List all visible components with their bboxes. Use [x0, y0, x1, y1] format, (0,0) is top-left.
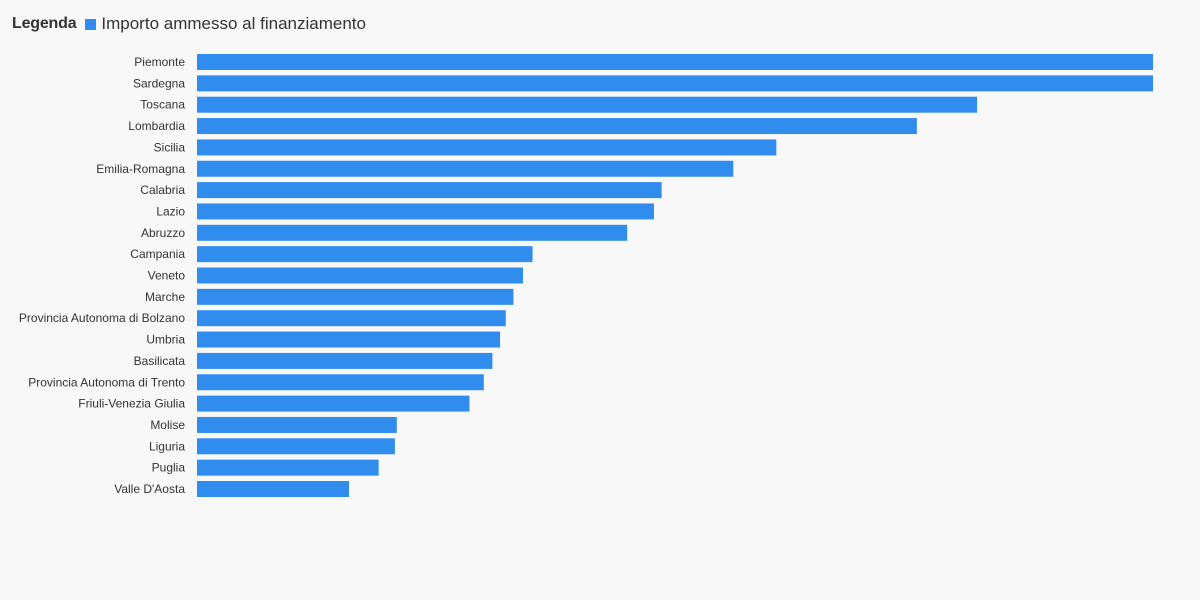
bar[interactable]: [197, 246, 533, 263]
legend: Legenda Importo ammesso al finanziamento: [12, 13, 366, 35]
category-label: Sardegna: [133, 76, 185, 90]
category-label: Marche: [145, 290, 185, 304]
legend-swatch[interactable]: [85, 18, 97, 30]
legend-series-label[interactable]: Importo ammesso al finanziamento: [101, 14, 366, 33]
bar[interactable]: [197, 288, 514, 305]
category-label: Puglia: [152, 461, 186, 475]
category-label: Friuli-Venezia Giulia: [78, 397, 185, 411]
bar[interactable]: [197, 139, 777, 156]
category-label: Umbria: [146, 333, 185, 347]
bar[interactable]: [197, 416, 397, 433]
bar[interactable]: [197, 481, 350, 497]
category-label: Liguria: [149, 439, 185, 453]
bar[interactable]: [197, 224, 628, 241]
bar[interactable]: [197, 395, 470, 412]
category-label: Calabria: [140, 183, 185, 197]
bar[interactable]: [197, 331, 501, 348]
bar[interactable]: [197, 118, 917, 135]
bar[interactable]: [197, 374, 484, 391]
bar[interactable]: [197, 160, 734, 177]
category-label: Provincia Autonoma di Trento: [28, 375, 185, 389]
category-label: Campania: [130, 247, 185, 261]
bar[interactable]: [197, 182, 662, 199]
category-label: Toscana: [140, 98, 185, 112]
bar[interactable]: [197, 352, 493, 369]
category-label: Abruzzo: [141, 226, 185, 240]
category-label: Molise: [150, 418, 185, 432]
category-label: Lazio: [156, 204, 185, 218]
category-label: Basilicata: [134, 354, 186, 368]
bar[interactable]: [197, 438, 395, 455]
bar[interactable]: [197, 310, 506, 327]
bar[interactable]: [197, 96, 978, 113]
bar[interactable]: [197, 459, 379, 476]
category-label: Provincia Autonoma di Bolzano: [19, 311, 185, 325]
category-label: Sicilia: [154, 140, 186, 154]
bar[interactable]: [197, 54, 1153, 70]
legend-title: Legenda: [12, 15, 77, 32]
bar[interactable]: [197, 75, 1153, 92]
category-label: Piemonte: [134, 55, 185, 69]
category-label: Veneto: [148, 269, 186, 283]
bar[interactable]: [197, 203, 654, 220]
category-label: Lombardia: [128, 119, 185, 133]
category-label: Emilia-Romagna: [96, 162, 185, 176]
bar[interactable]: [197, 267, 523, 284]
category-label: Valle D'Aosta: [114, 482, 185, 496]
